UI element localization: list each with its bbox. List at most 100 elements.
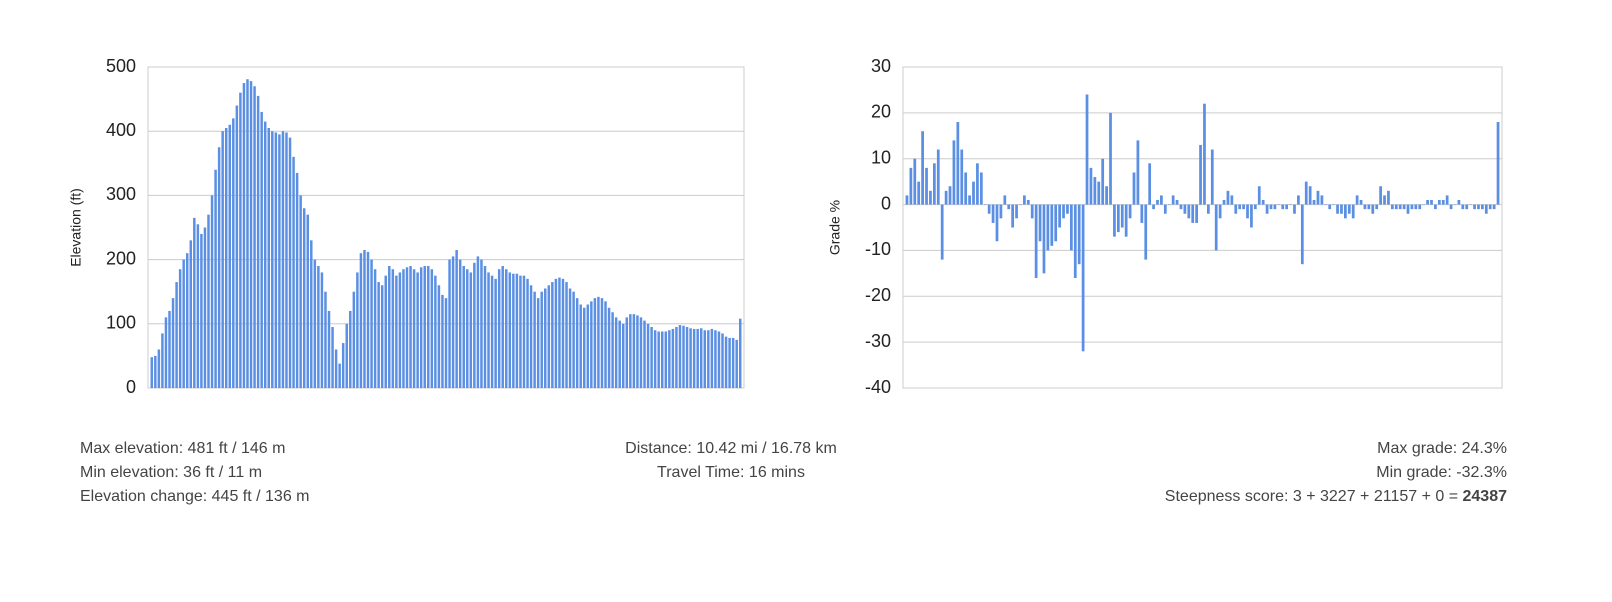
- bar: [1449, 204, 1453, 210]
- bar: [175, 282, 178, 388]
- bar: [1269, 204, 1273, 210]
- y-tick-label: 20: [871, 102, 891, 122]
- bar: [1113, 204, 1116, 237]
- bar: [1242, 204, 1245, 210]
- bar: [161, 333, 164, 388]
- stat: Min elevation: 36 ft / 11 m: [80, 464, 263, 481]
- bar: [1034, 204, 1038, 278]
- bar: [1257, 186, 1261, 205]
- bar: [253, 86, 256, 388]
- bar: [646, 323, 650, 388]
- stat: Max grade: 24.3%: [1377, 440, 1507, 457]
- bar: [359, 253, 363, 388]
- bar: [217, 147, 221, 388]
- bar: [1160, 195, 1163, 205]
- bar: [735, 339, 738, 388]
- bar: [416, 272, 419, 388]
- y-tick-label: 0: [126, 377, 136, 397]
- y-tick-label: 100: [106, 313, 136, 333]
- bar: [1124, 204, 1128, 237]
- bar: [721, 333, 724, 388]
- bar: [1418, 204, 1422, 210]
- bar: [547, 285, 551, 388]
- bar: [356, 272, 359, 388]
- bar: [724, 336, 728, 388]
- bar: [1050, 204, 1054, 246]
- bar: [352, 291, 356, 388]
- y-tick-label: 10: [871, 147, 891, 167]
- bar: [281, 131, 285, 388]
- bar: [558, 277, 561, 388]
- bar: [728, 337, 731, 388]
- bar: [1253, 204, 1257, 210]
- bar: [1445, 195, 1449, 205]
- bar: [629, 314, 632, 388]
- bar: [948, 186, 952, 205]
- bar: [561, 278, 565, 388]
- bar: [604, 301, 607, 388]
- bar: [636, 315, 639, 388]
- bar: [1347, 204, 1351, 214]
- bar: [909, 167, 913, 205]
- bar: [519, 275, 522, 388]
- bar: [409, 266, 412, 388]
- bar: [526, 278, 529, 388]
- bar: [391, 269, 395, 388]
- bar: [639, 317, 643, 388]
- bar: [313, 259, 317, 388]
- bar: [458, 259, 462, 388]
- bar: [1140, 204, 1144, 223]
- bar: [614, 317, 618, 388]
- bar: [917, 181, 921, 205]
- bar: [306, 214, 309, 388]
- bar: [370, 259, 373, 388]
- bar: [182, 259, 185, 388]
- bar: [664, 331, 668, 388]
- bar: [1148, 163, 1152, 205]
- bar: [1179, 204, 1183, 210]
- bar: [508, 272, 512, 388]
- bar: [1007, 204, 1011, 210]
- bar: [575, 298, 579, 388]
- bar: [593, 298, 597, 388]
- y-tick-label: 500: [106, 56, 136, 76]
- bar: [710, 328, 714, 388]
- y-tick-label: -20: [865, 285, 891, 305]
- bar: [731, 337, 735, 388]
- bar: [1171, 195, 1175, 205]
- bar: [1003, 195, 1007, 205]
- bar: [324, 291, 327, 388]
- bar: [200, 233, 203, 388]
- bar: [738, 318, 742, 388]
- bar: [1496, 122, 1500, 205]
- bar: [1363, 204, 1367, 210]
- bar: [544, 288, 547, 388]
- bar: [1375, 204, 1379, 210]
- bar: [703, 330, 707, 388]
- bar: [540, 291, 543, 388]
- y-tick-label: 30: [871, 56, 891, 76]
- bar: [1136, 140, 1140, 205]
- bar: [185, 253, 189, 388]
- bar: [1097, 181, 1101, 205]
- bar: [1379, 186, 1382, 205]
- bar: [1207, 204, 1210, 214]
- bar: [1046, 204, 1050, 251]
- bar: [490, 275, 494, 388]
- bar: [1293, 204, 1296, 214]
- bar: [987, 204, 991, 214]
- bar: [295, 172, 299, 388]
- bar: [448, 259, 451, 388]
- bar: [395, 275, 398, 388]
- bar: [515, 273, 519, 388]
- bar: [1175, 199, 1179, 205]
- bar: [1367, 204, 1371, 210]
- bar: [714, 330, 717, 388]
- bar: [1026, 199, 1030, 205]
- bar: [1093, 177, 1097, 205]
- bar: [260, 111, 263, 388]
- bar: [905, 195, 909, 205]
- bar: [1203, 103, 1206, 205]
- bar: [256, 95, 260, 388]
- bar: [1132, 172, 1136, 205]
